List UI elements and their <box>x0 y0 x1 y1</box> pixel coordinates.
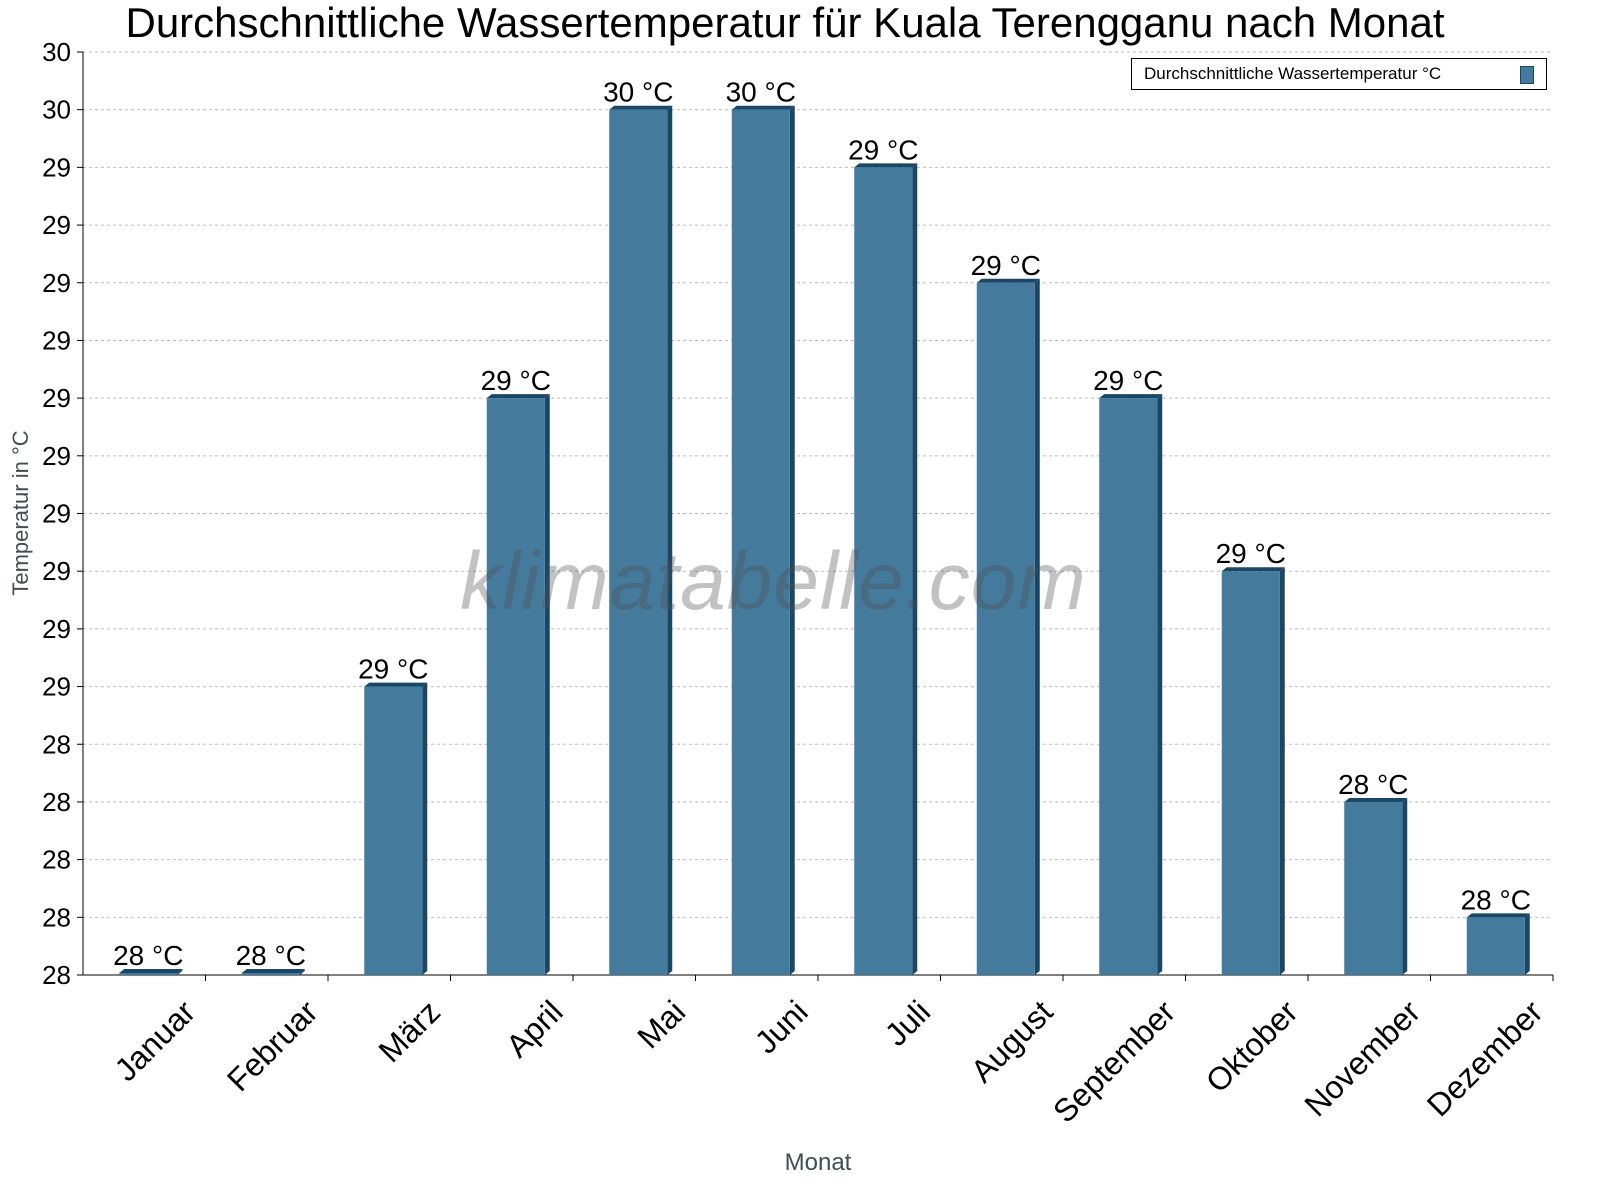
bar-side <box>667 105 673 975</box>
y-tick-label: 28 <box>42 787 71 817</box>
bar-top <box>976 278 1040 283</box>
y-tick-label: 30 <box>42 37 71 67</box>
watermark: klimatabelle.com <box>460 536 1087 627</box>
x-tick-label: Februar <box>220 993 325 1098</box>
bar-top <box>1221 567 1285 572</box>
bar <box>1221 571 1280 975</box>
bar <box>1466 917 1525 975</box>
y-axis-label: Temperatur in °C <box>8 430 33 595</box>
y-tick-label: 29 <box>42 556 71 586</box>
x-tick-label: September <box>1046 993 1182 1129</box>
x-tick-label: August <box>964 993 1060 1089</box>
y-tick-label: 29 <box>42 210 71 240</box>
bar <box>1099 398 1158 975</box>
bar-side <box>422 682 428 975</box>
bar <box>1344 801 1403 975</box>
data-label: 30 °C <box>603 77 673 108</box>
bar-side <box>1279 567 1285 975</box>
data-label: 29 °C <box>848 134 918 165</box>
data-label: 28 °C <box>1338 769 1408 800</box>
bar-top <box>1466 913 1530 918</box>
x-tick-label: November <box>1297 993 1427 1123</box>
data-label: 29 °C <box>481 365 551 396</box>
bar <box>731 109 790 975</box>
y-tick-label: 28 <box>42 845 71 875</box>
bar-top <box>364 682 428 687</box>
x-tick-label: April <box>499 993 570 1064</box>
y-tick-label: 29 <box>42 441 71 471</box>
y-tick-label: 28 <box>42 729 71 759</box>
x-tick-label: Januar <box>108 993 203 1088</box>
y-tick-label: 29 <box>42 672 71 702</box>
bar-side <box>1402 797 1408 975</box>
bar <box>241 973 300 975</box>
y-tick-label: 29 <box>42 383 71 413</box>
y-tick-label: 30 <box>42 95 71 125</box>
legend: Durchschnittliche Wassertemperatur °C <box>1131 58 1547 90</box>
y-tick-label: 29 <box>42 499 71 529</box>
bar-side <box>1034 278 1040 975</box>
y-tick-label: 29 <box>42 614 71 644</box>
bar <box>854 167 913 975</box>
x-tick-label: Juli <box>878 993 937 1052</box>
bar <box>364 686 423 975</box>
x-tick-label: Juni <box>748 993 815 1060</box>
bar <box>976 282 1035 975</box>
bar-top <box>854 163 918 168</box>
bar-side <box>1157 394 1163 975</box>
bar-side <box>912 163 918 975</box>
bar-top <box>609 105 673 110</box>
chart-title: Durchschnittliche Wassertemperatur für K… <box>125 0 1445 46</box>
legend-label: Durchschnittliche Wassertemperatur °C <box>1144 64 1442 83</box>
data-label: 30 °C <box>726 77 796 108</box>
bar <box>119 973 178 975</box>
data-label: 28 °C <box>1461 884 1531 915</box>
y-tick-label: 29 <box>42 325 71 355</box>
data-label: 28 °C <box>113 940 183 971</box>
data-label: 28 °C <box>236 940 306 971</box>
bar-side <box>299 969 305 975</box>
x-tick-label: Dezember <box>1420 993 1550 1123</box>
x-tick-label: März <box>371 993 447 1069</box>
bar <box>486 398 545 975</box>
bar-top <box>731 105 795 110</box>
bar-side <box>789 105 795 975</box>
x-axis-label: Monat <box>785 1149 852 1176</box>
bar-side <box>177 969 183 975</box>
y-tick-label: 29 <box>42 152 71 182</box>
bar-top <box>1099 394 1163 399</box>
bar-top <box>119 969 183 973</box>
x-tick-label: Mai <box>630 993 692 1055</box>
bar-side <box>544 394 550 975</box>
y-tick-label: 29 <box>42 268 71 298</box>
y-tick-label: 28 <box>42 960 71 990</box>
y-tick-label: 28 <box>42 902 71 932</box>
x-tick-label: Oktober <box>1199 993 1305 1099</box>
bar-top <box>241 969 305 973</box>
bar-side <box>1524 913 1530 975</box>
data-label: 29 °C <box>971 250 1041 281</box>
bar-top <box>486 394 550 399</box>
legend-swatch <box>1520 66 1534 84</box>
data-label: 29 °C <box>1093 365 1163 396</box>
data-label: 29 °C <box>358 654 428 685</box>
data-label: 29 °C <box>1216 538 1286 569</box>
bar <box>609 109 668 975</box>
bar-top <box>1344 797 1408 802</box>
